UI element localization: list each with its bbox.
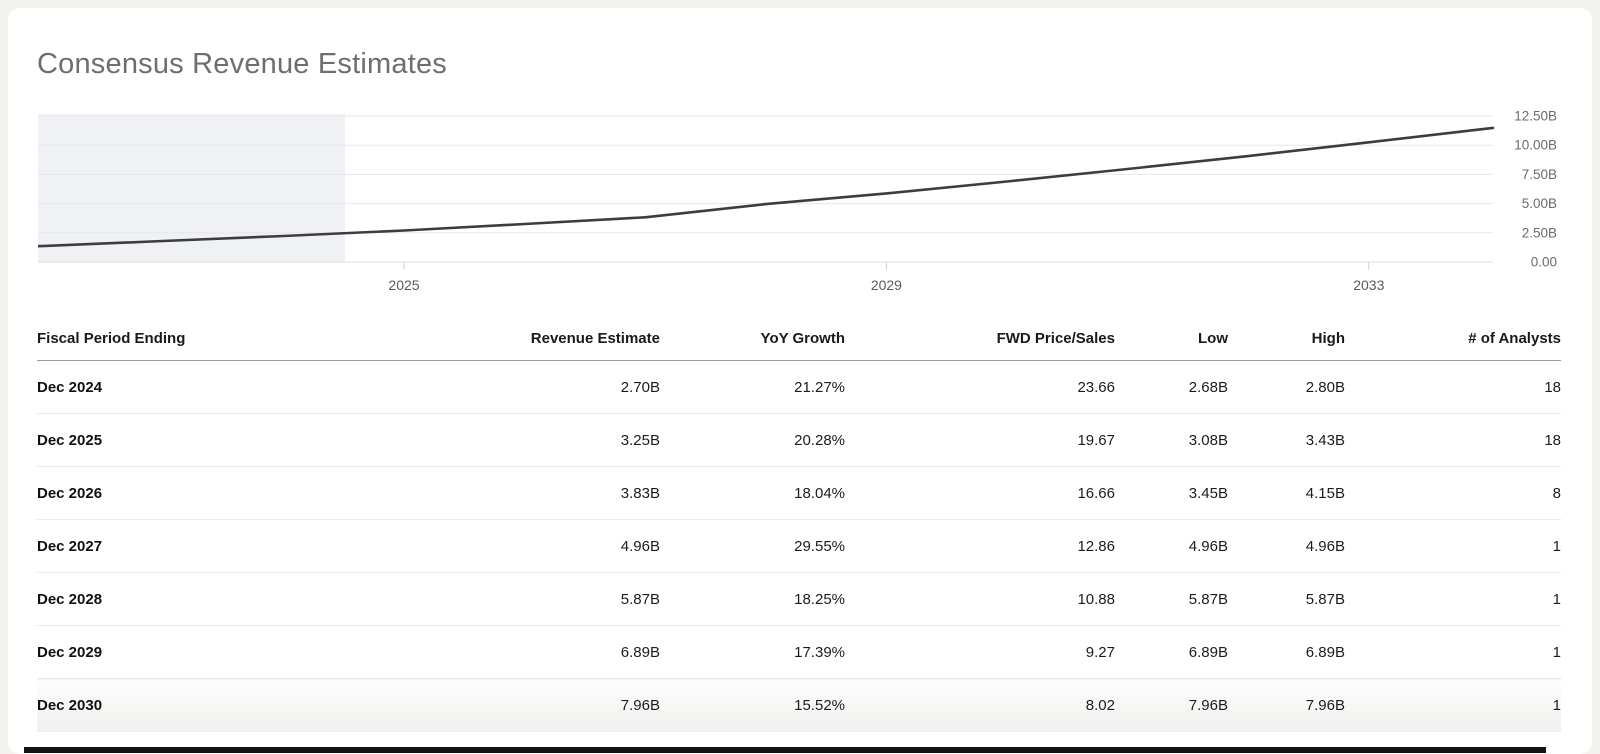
column-header-period: Fiscal Period Ending [37,330,360,361]
table-row: Dec 2026 3.83B 18.04% 16.66 3.45B 4.15B 8 [37,466,1561,520]
table-row: Dec 2024 2.70B 21.27% 23.66 2.68B 2.80B 18 [37,360,1561,414]
cell-high: 3.43B [1228,413,1345,467]
y-axis-label: 5.00B [1522,196,1557,211]
cell-analysts: 1 [1345,519,1561,573]
cell-analysts: 8 [1345,466,1561,520]
cell-yoy: 18.04% [660,466,845,520]
estimates-table: Fiscal Period Ending Revenue Estimate YoY … [37,330,1561,732]
revenue-estimate-line[interactable] [38,126,1495,248]
cell-yoy: 20.28% [660,413,845,467]
cell-revenue: 3.83B [360,466,660,520]
cell-fwdps: 9.27 [845,625,1115,679]
table-row: Dec 2029 6.89B 17.39% 9.27 6.89B 6.89B 1 [37,625,1561,679]
cell-yoy: 15.52% [660,678,845,732]
cell-fwdps: 10.88 [845,572,1115,626]
consensus-revenue-card: Consensus Revenue Estimates 12.50B 10.00B… [8,8,1592,754]
cell-yoy: 29.55% [660,519,845,573]
cell-revenue: 7.96B [360,678,660,732]
cell-period: Dec 2024 [37,360,360,414]
x-axis-label: 2029 [871,277,902,293]
column-header-low: Low [1115,330,1228,361]
cell-low: 5.87B [1115,572,1228,626]
cell-analysts: 18 [1345,413,1561,467]
y-axis-label: 12.50B [1514,110,1557,124]
table-row: Dec 2028 5.87B 18.25% 10.88 5.87B 5.87B 1 [37,572,1561,626]
estimates-table-container: Fiscal Period Ending Revenue Estimate YoY … [37,330,1561,754]
historical-period-shade [38,114,346,262]
column-header-yoy: YoY Growth [660,330,845,361]
cell-yoy: 17.39% [660,625,845,679]
cell-revenue: 6.89B [360,625,660,679]
cell-high: 4.15B [1228,466,1345,520]
column-header-revenue: Revenue Estimate [360,330,660,361]
table-body: Dec 2024 2.70B 21.27% 23.66 2.68B 2.80B 18 Dec … [37,360,1561,732]
cell-revenue: 3.25B [360,413,660,467]
cell-high: 6.89B [1228,625,1345,679]
cell-yoy: 21.27% [660,360,845,414]
y-axis-label: 7.50B [1522,167,1557,182]
cell-fwdps: 23.66 [845,360,1115,414]
cell-high: 4.96B [1228,519,1345,573]
table-row: Dec 2030 7.96B 15.52% 8.02 7.96B 7.96B 1 [37,678,1561,732]
cell-period: Dec 2029 [37,625,360,679]
cell-low: 6.89B [1115,625,1228,679]
column-header-analysts: # of Analysts [1345,330,1561,361]
cell-fwdps: 12.86 [845,519,1115,573]
bottom-divider-bar [24,747,1546,753]
revenue-estimates-chart[interactable]: 12.50B 10.00B 7.50B 5.00B 2.50B 0.00 2025 2029 2… [38,110,1578,310]
cell-period: Dec 2026 [37,466,360,520]
revenue-line-chart-svg[interactable]: 12.50B 10.00B 7.50B 5.00B 2.50B 0.00 2025 2029 2… [38,110,1578,310]
cell-revenue: 5.87B [360,572,660,626]
cell-revenue: 2.70B [360,360,660,414]
y-axis-label: 0.00 [1531,255,1557,270]
cell-revenue: 4.96B [360,519,660,573]
column-header-high: High [1228,330,1345,361]
cell-low: 7.96B [1115,678,1228,732]
cell-yoy: 18.25% [660,572,845,626]
cell-high: 7.96B [1228,678,1345,732]
cell-analysts: 1 [1345,625,1561,679]
cell-low: 3.45B [1115,466,1228,520]
cell-low: 2.68B [1115,360,1228,414]
table-row: Dec 2027 4.96B 29.55% 12.86 4.96B 4.96B 1 [37,519,1561,573]
cell-fwdps: 8.02 [845,678,1115,732]
table-row: Dec 2025 3.25B 20.28% 19.67 3.08B 3.43B 18 [37,413,1561,467]
cell-period: Dec 2030 [37,678,360,732]
cell-fwdps: 16.66 [845,466,1115,520]
cell-fwdps: 19.67 [845,413,1115,467]
cell-analysts: 18 [1345,360,1561,414]
cell-period: Dec 2028 [37,572,360,626]
y-axis-label: 2.50B [1522,225,1557,240]
cell-period: Dec 2027 [37,519,360,573]
cell-low: 4.96B [1115,519,1228,573]
cell-analysts: 1 [1345,678,1561,732]
cell-analysts: 1 [1345,572,1561,626]
y-axis-label: 10.00B [1514,138,1557,153]
column-header-fwdps: FWD Price/Sales [845,330,1115,361]
cell-low: 3.08B [1115,413,1228,467]
table-header-row: Fiscal Period Ending Revenue Estimate YoY … [37,330,1561,361]
cell-high: 2.80B [1228,360,1345,414]
cell-period: Dec 2025 [37,413,360,467]
x-axis-label: 2033 [1353,277,1384,293]
page-title: Consensus Revenue Estimates [37,48,447,80]
cell-high: 5.87B [1228,572,1345,626]
x-axis-label: 2025 [388,277,419,293]
